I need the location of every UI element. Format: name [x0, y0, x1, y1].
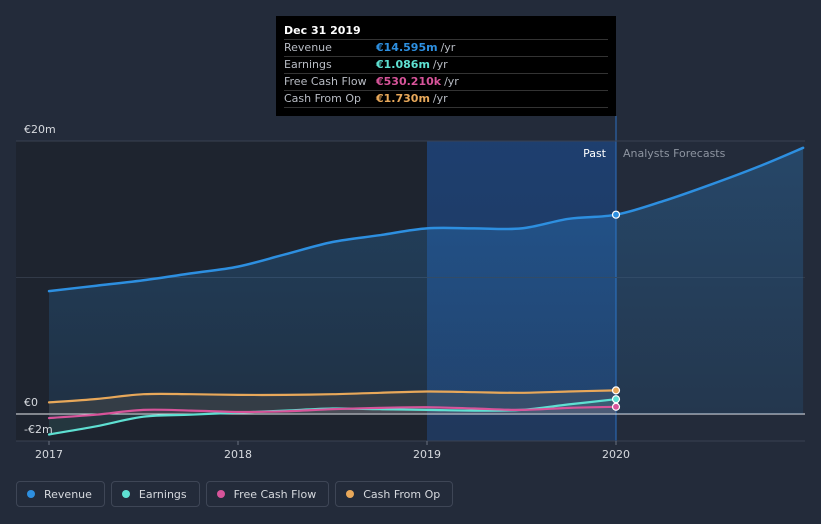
x-tick-label: 2020: [602, 448, 630, 461]
y-tick-label: -€2m: [24, 423, 53, 436]
tooltip-label: Free Cash Flow: [284, 75, 367, 88]
earnings-dot-icon: [121, 490, 130, 498]
tooltip-value: €1.730m: [376, 92, 430, 105]
tooltip-label: Earnings: [284, 58, 332, 71]
x-tick-label: 2017: [35, 448, 63, 461]
tooltip-value: €14.595m: [376, 41, 438, 54]
cash-from-op-dot-icon: [346, 490, 355, 498]
x-tick-label: 2019: [413, 448, 441, 461]
revenue-line: [47, 146, 805, 293]
tooltip-date: Dec 31 2019: [284, 22, 608, 40]
tooltip-unit: /yr: [432, 92, 448, 105]
tooltip-unit: /yr: [432, 58, 448, 71]
x-tick-label: 2018: [224, 448, 252, 461]
free-cash-flow-line: [47, 405, 618, 420]
forecast-label: Analysts Forecasts: [623, 147, 726, 160]
revenue-area: [49, 147, 804, 415]
tooltip-value: €1.086m: [376, 58, 430, 71]
legend-label: Free Cash Flow: [233, 487, 317, 501]
cash-from-op-line: [47, 389, 618, 404]
tooltip-row-free-cash-flow: Free Cash Flow €530.210k /yr: [284, 74, 608, 91]
legend: Revenue Earnings Free Cash Flow Cash Fro…: [16, 481, 454, 509]
y-tick-label: €20m: [24, 123, 56, 136]
earnings-marker: [611, 395, 621, 404]
tooltip-row-cash-from-op: Cash From Op €1.730m /yr: [284, 91, 608, 108]
free-cash-flow-dot-icon: [216, 490, 225, 498]
cash-from-op-marker: [611, 386, 621, 395]
free-cash-flow-marker: [611, 402, 621, 411]
legend-item-free-cash-flow[interactable]: Free Cash Flow: [205, 481, 330, 507]
tooltip-label: Cash From Op: [284, 92, 362, 105]
revenue-dot-icon: [27, 490, 35, 498]
legend-item-cash-from-op[interactable]: Cash From Op: [335, 481, 454, 507]
legend-item-revenue[interactable]: Revenue: [16, 481, 105, 507]
legend-label: Earnings: [138, 487, 187, 501]
tooltip-row-earnings: Earnings €1.086m /yr: [284, 57, 608, 74]
tooltip-unit: /yr: [440, 41, 456, 54]
revenue-marker: [611, 210, 621, 219]
legend-label: Revenue: [44, 487, 92, 501]
y-tick-label: €0: [24, 396, 38, 409]
tooltip-unit: /yr: [444, 75, 459, 88]
legend-item-earnings[interactable]: Earnings: [110, 481, 200, 507]
tooltip-row-revenue: Revenue €14.595m /yr: [284, 40, 608, 57]
tooltip-value: €530.210k: [376, 75, 442, 88]
legend-label: Cash From Op: [363, 487, 441, 501]
tooltip: Dec 31 2019 Revenue €14.595m /yr Earning…: [276, 16, 616, 116]
past-label: Past: [583, 147, 607, 160]
tooltip-label: Revenue: [284, 41, 332, 54]
